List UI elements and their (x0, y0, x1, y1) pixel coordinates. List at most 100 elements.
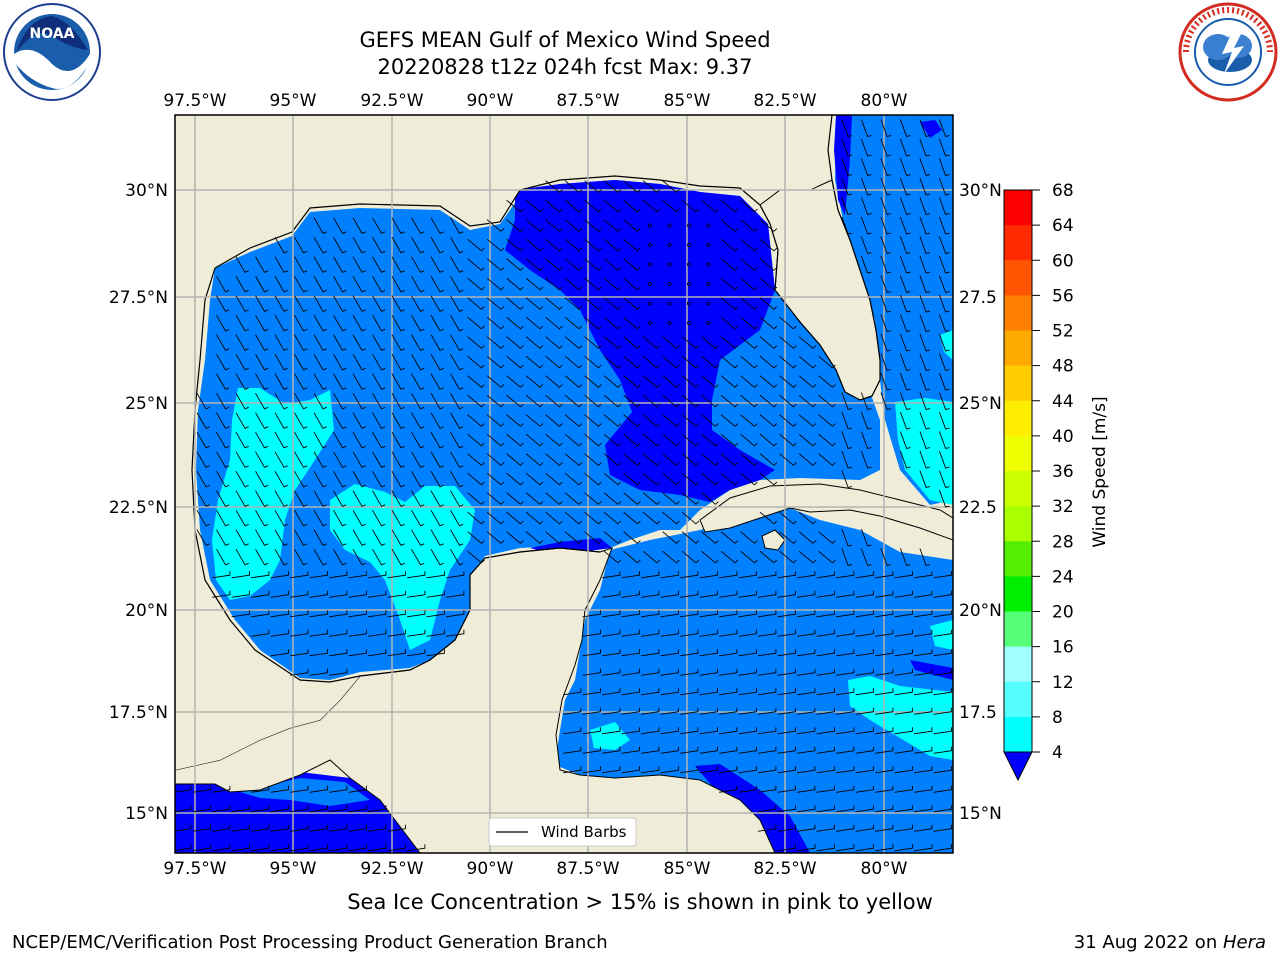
wind-barb (506, 453, 524, 466)
wind-barb (348, 610, 367, 618)
wind-barb (719, 688, 738, 696)
wind-barb (564, 531, 583, 544)
wind-barb (313, 529, 327, 546)
wind-barb (740, 277, 758, 291)
wind-barb (603, 297, 622, 310)
wind-barb (933, 688, 952, 696)
wind-barb (506, 336, 524, 349)
wind-barb (584, 375, 602, 388)
wind-barb (894, 824, 913, 832)
wind-barb (779, 531, 797, 544)
wind-barb (486, 472, 505, 486)
wind-barb (706, 262, 711, 267)
wind-barb (294, 353, 308, 371)
wind-barb (841, 177, 853, 196)
wind-barb (255, 314, 269, 332)
wind-barb (894, 590, 913, 598)
wind-barb (313, 451, 327, 468)
wind-barb (582, 668, 601, 676)
wind-barb (235, 256, 249, 273)
wind-barb (667, 301, 672, 306)
wind-barb (564, 277, 583, 291)
wind-barb (660, 590, 679, 598)
wind-barb (603, 258, 622, 271)
wind-barb (680, 571, 699, 579)
wind-barb (216, 314, 230, 332)
wind-barb (235, 451, 249, 468)
wind-barb (759, 472, 778, 486)
wind-barb (450, 412, 464, 429)
wind-barb (333, 412, 347, 429)
footer-credit: NCEP/EMC/Verification Post Processing Pr… (12, 932, 608, 953)
wind-barb (486, 531, 505, 544)
lon-label-top: 85°W (664, 91, 711, 111)
wind-barb (255, 275, 269, 293)
wind-barb (274, 431, 288, 449)
wind-barb (255, 548, 269, 566)
colorbar-block (1004, 471, 1032, 507)
colorbar-tick-label: 64 (1052, 216, 1074, 236)
wind-barb (602, 649, 621, 657)
wind-barb (855, 785, 874, 793)
wind-barb (411, 275, 425, 293)
wind-barb (642, 453, 661, 466)
wind-barb (235, 334, 249, 351)
wind-barb (446, 571, 465, 579)
wind-barb (387, 571, 406, 579)
wind-barb (860, 450, 872, 469)
wind-barb (701, 375, 719, 388)
wind-barb (938, 314, 950, 333)
wind-barb (836, 766, 855, 774)
wind-barb (779, 355, 797, 369)
wind-barb (212, 571, 231, 579)
wind-barb (333, 451, 347, 468)
wind-barb (329, 785, 348, 793)
wind-barb (196, 451, 210, 468)
wind-barb (880, 158, 892, 177)
wind-barb (486, 336, 505, 349)
wind-barb (860, 255, 872, 274)
wind-barb (777, 824, 796, 832)
wind-barb (411, 509, 425, 527)
wind-barb (662, 414, 680, 427)
wind-barb (294, 295, 308, 312)
wind-barb (797, 590, 816, 598)
wind-barb (348, 571, 367, 579)
wind-barb (701, 199, 719, 213)
wind-barb (855, 746, 874, 754)
noaa-logo-text: NOAA (30, 26, 75, 42)
wind-barb (680, 727, 699, 735)
wind-barb (564, 433, 583, 447)
wind-barb (740, 258, 758, 271)
wind-barb (329, 668, 348, 676)
wind-barb (818, 394, 836, 408)
wind-barb (467, 277, 485, 291)
wind-barb (894, 629, 913, 637)
wind-barb (506, 277, 524, 291)
wind-barb (216, 334, 230, 351)
wind-barb (486, 433, 505, 447)
wind-barb (855, 610, 874, 618)
wind-barb (391, 256, 405, 273)
wind-barb (352, 392, 366, 410)
wind-barb (274, 509, 288, 527)
wind-barb (699, 746, 718, 754)
wind-barb (641, 727, 660, 735)
wind-barb (720, 453, 739, 466)
wind-barb (660, 610, 679, 618)
wind-barb (623, 550, 641, 564)
wind-barb (641, 707, 660, 715)
wind-barb (352, 353, 366, 371)
wind-barb (919, 294, 931, 313)
wind-barb (875, 668, 894, 676)
colorbar-blocks (1004, 190, 1032, 753)
wind-barb (274, 470, 288, 488)
wind-barb (899, 372, 911, 391)
wind-barb (196, 431, 210, 449)
wind-barb (860, 236, 872, 255)
wind-barb (545, 336, 563, 349)
wind-barb (333, 334, 347, 351)
wind-barb (450, 431, 464, 449)
wind-barb (933, 590, 952, 598)
wind-barb (450, 548, 464, 566)
